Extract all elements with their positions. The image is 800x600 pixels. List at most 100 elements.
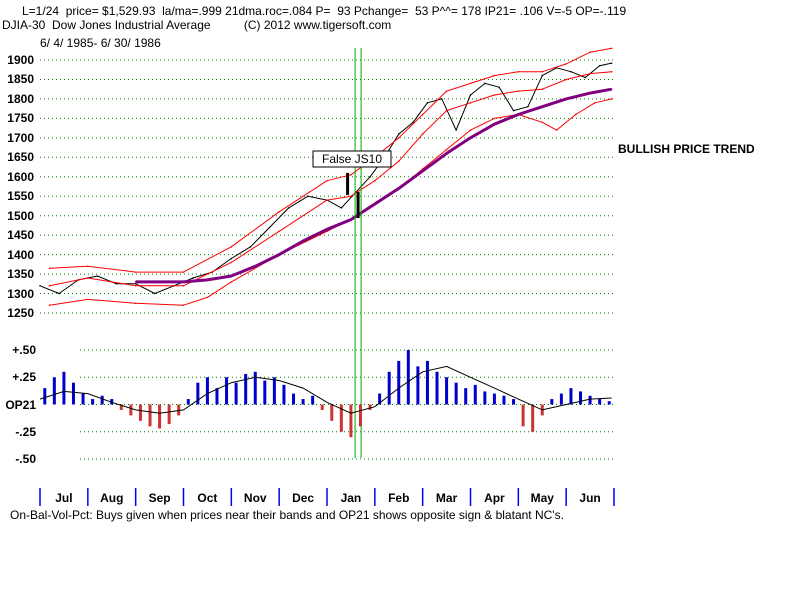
point-lower-band-16 — [541, 121, 544, 124]
month-label-nov: Nov — [243, 491, 267, 505]
point-djia-close-25 — [469, 94, 472, 96]
point-21-day-ma-6 — [302, 240, 304, 242]
op21-bar-44 — [464, 388, 468, 405]
signal-label-box — [312, 150, 392, 168]
op21-bar-0 — [43, 388, 47, 405]
point-inner-upper-band-16 — [565, 78, 567, 81]
op21-tick-label-1: +.25 — [12, 370, 36, 385]
op21-bar-12 — [158, 404, 162, 429]
point-lower-band-17 — [555, 129, 558, 131]
price-tick-label-1400: 1400 — [7, 247, 34, 262]
point-djia-close-29 — [527, 105, 529, 108]
op21-bar-54 — [559, 393, 563, 405]
price-tick-label-1550: 1550 — [7, 189, 34, 204]
point-21-day-ma-5 — [278, 253, 280, 256]
month-label-jul: Jul — [55, 491, 73, 505]
point-upper-band-13 — [493, 74, 496, 77]
point-lower-band-0 — [48, 304, 51, 307]
op21-bar-32 — [349, 404, 353, 438]
op21-bar-49 — [512, 399, 516, 405]
point-inner-upper-band-11 — [445, 109, 448, 112]
point-21-day-ma-11 — [421, 170, 424, 172]
op21-bar-50 — [521, 404, 525, 427]
month-label-apr: Apr — [484, 491, 505, 505]
point-21-day-ma-8 — [350, 218, 352, 221]
point-lower-band-14 — [493, 117, 496, 120]
point-21-day-ma-1 — [182, 281, 185, 283]
point-inner-upper-band-8 — [374, 179, 376, 182]
point-djia-close-11 — [249, 246, 252, 248]
point-21-day-ma-14 — [493, 123, 496, 126]
point-upper-band-16 — [565, 63, 567, 65]
op21-bar-42 — [445, 377, 449, 405]
point-lower-band-3 — [182, 304, 185, 307]
op21-tick-label-0: +.50 — [12, 343, 36, 357]
point-21-day-ma-18 — [589, 92, 591, 94]
signal-price-marker — [356, 192, 360, 219]
op21-bar-10 — [138, 404, 142, 421]
point-upper-band-7 — [350, 174, 352, 176]
price-tick-label-1500: 1500 — [7, 208, 34, 223]
point-djia-close-5 — [134, 283, 137, 285]
point-upper-band-11 — [445, 90, 448, 92]
price-tick-label-1850: 1850 — [7, 72, 34, 87]
point-21-day-ma-17 — [565, 98, 567, 100]
point-upper-band-10 — [421, 113, 424, 116]
point-inner-upper-band-4 — [230, 261, 233, 264]
point-upper-band-6 — [326, 179, 328, 182]
point-21-day-ma-7 — [326, 228, 328, 231]
price-tick-label-1800: 1800 — [7, 91, 34, 106]
point-inner-upper-band-9 — [397, 160, 400, 162]
point-lower-band-19 — [594, 102, 596, 104]
price-tick-label-1700: 1700 — [7, 130, 34, 145]
point-inner-upper-band-1 — [87, 277, 89, 279]
op21-bar-18 — [215, 388, 219, 405]
point-lower-band-12 — [445, 148, 448, 151]
point-djia-close-33 — [584, 76, 587, 79]
op21-bar-5 — [91, 399, 95, 405]
op21-bar-24 — [272, 377, 276, 405]
price-tick-label-1250: 1250 — [7, 306, 34, 320]
point-inner-upper-band-13 — [493, 94, 496, 96]
point-upper-band-12 — [469, 82, 472, 85]
op21-bar-14 — [177, 404, 181, 416]
point-upper-band-14 — [517, 70, 520, 73]
point-djia-close-10 — [230, 257, 233, 260]
point-djia-close-18 — [369, 175, 371, 178]
point-djia-close-21 — [412, 121, 414, 124]
point-upper-band-2 — [134, 271, 137, 273]
trend-annotation: BULLISH PRICE TREND — [618, 142, 755, 156]
point-lower-band-13 — [469, 129, 472, 131]
op21-bar-6 — [100, 395, 104, 405]
point-djia-close-6 — [154, 292, 156, 295]
header-line-3: 6/ 4/ 1985- 6/ 30/ 1986 — [40, 36, 161, 50]
point-21-day-ma-15 — [517, 113, 520, 116]
point-inner-upper-band-0 — [48, 284, 51, 287]
op21-bar-3 — [71, 382, 75, 405]
point-djia-close-8 — [192, 277, 194, 279]
op21-bar-31 — [339, 404, 343, 432]
op21-bar-21 — [244, 373, 248, 405]
point-djia-close-23 — [441, 98, 443, 100]
point-djia-close-35 — [610, 62, 613, 64]
point-21-day-ma-19 — [610, 88, 613, 90]
op21-bar-29 — [320, 404, 324, 410]
op21-bar-40 — [425, 360, 429, 405]
op21-bar-13 — [167, 404, 171, 425]
op21-bar-22 — [253, 371, 257, 405]
op21-bar-53 — [550, 399, 554, 405]
op21-bar-15 — [186, 399, 190, 405]
point-upper-band-4 — [230, 246, 233, 248]
op21-bar-1 — [52, 377, 56, 405]
footer-note: On-Bal-Vol-Pct: Buys given when prices n… — [10, 508, 564, 522]
month-label-mar: Mar — [435, 491, 458, 505]
point-21-day-ma-2 — [206, 279, 209, 281]
op21-bar-57 — [588, 395, 592, 405]
op21-bar-48 — [502, 395, 506, 405]
point-djia-close-26 — [484, 82, 486, 85]
point-upper-band-17 — [589, 51, 591, 54]
series-inner-upper-band — [49, 71, 612, 287]
point-inner-upper-band-12 — [469, 102, 472, 104]
point-lower-band-18 — [574, 113, 577, 116]
point-djia-close-30 — [541, 74, 544, 77]
